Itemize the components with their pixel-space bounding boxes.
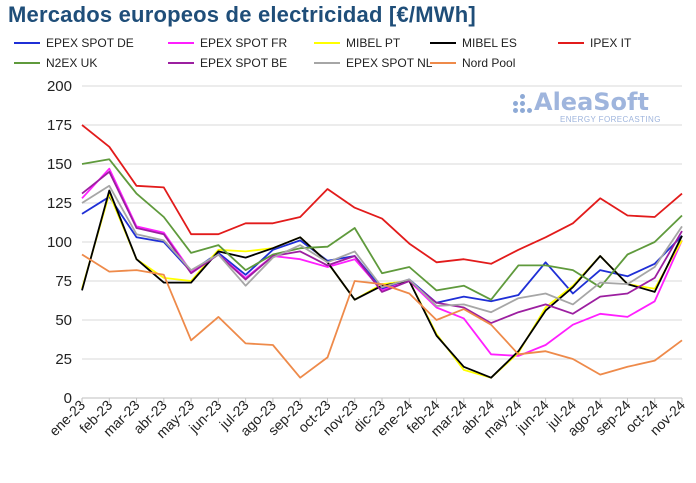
legend-label: EPEX SPOT DE (46, 36, 134, 50)
legend-label: MIBEL ES (462, 36, 517, 50)
legend-label: EPEX SPOT BE (200, 56, 288, 70)
legend-item-epex-spot-nl: EPEX SPOT NL (314, 56, 432, 70)
legend-swatch (558, 42, 584, 44)
legend-item-epex-spot-be: EPEX SPOT BE (168, 56, 287, 70)
legend-item-mibel-es: MIBEL ES (430, 36, 517, 50)
legend-swatch (430, 42, 456, 44)
legend-swatch (430, 62, 456, 64)
y-tick-label: 75 (55, 273, 72, 290)
series-line-epex-spot-fr (81, 167, 683, 357)
legend-swatch (314, 62, 340, 64)
legend-swatch (14, 62, 40, 64)
y-tick-label: 175 (47, 117, 72, 134)
chart-legend: EPEX SPOT DE EPEX SPOT FR MIBEL PT MIBEL… (14, 36, 694, 78)
legend-swatch (314, 42, 340, 44)
legend-label: MIBEL PT (346, 36, 401, 50)
legend-label: Nord Pool (462, 56, 516, 70)
legend-item-n2ex-uk: N2EX UK (14, 56, 97, 70)
y-tick-label: 150 (47, 156, 72, 173)
legend-item-epex-spot-fr: EPEX SPOT FR (168, 36, 287, 50)
y-tick-label: 100 (47, 234, 72, 251)
series-line-n2ex-uk (81, 158, 683, 301)
logo-name: AleaSoft (534, 88, 649, 116)
y-tick-label: 125 (47, 195, 72, 212)
legend-item-mibel-pt: MIBEL PT (314, 36, 400, 50)
y-tick-label: 25 (55, 351, 72, 368)
series-line-ipex-it (81, 124, 683, 265)
y-tick-label: 0 (64, 390, 72, 407)
legend-label: IPEX IT (590, 36, 632, 50)
y-tick-label: 50 (55, 312, 72, 329)
series-line-epex-spot-be (81, 170, 683, 325)
y-tick-label: 200 (47, 78, 72, 95)
legend-swatch (14, 42, 40, 44)
legend-item-ipex-it: IPEX IT (558, 36, 631, 50)
logo-dots-icon (510, 94, 534, 114)
legend-label: EPEX SPOT FR (200, 36, 288, 50)
legend-item-epex-spot-de: EPEX SPOT DE (14, 36, 134, 50)
series-line-nord-pool (81, 253, 683, 379)
legend-label: N2EX UK (46, 56, 98, 70)
logo-tagline: ENERGY FORECASTING (560, 115, 661, 124)
legend-swatch (168, 62, 194, 64)
aleasoft-logo: AleaSoft ENERGY FORECASTING (510, 88, 680, 128)
series-line-epex-spot-nl (81, 184, 683, 314)
legend-swatch (168, 42, 194, 44)
legend-label: EPEX SPOT NL (346, 56, 433, 70)
legend-item-nord-pool: Nord Pool (430, 56, 515, 70)
chart-title: Mercados europeos de electricidad [€/MWh… (8, 2, 476, 27)
